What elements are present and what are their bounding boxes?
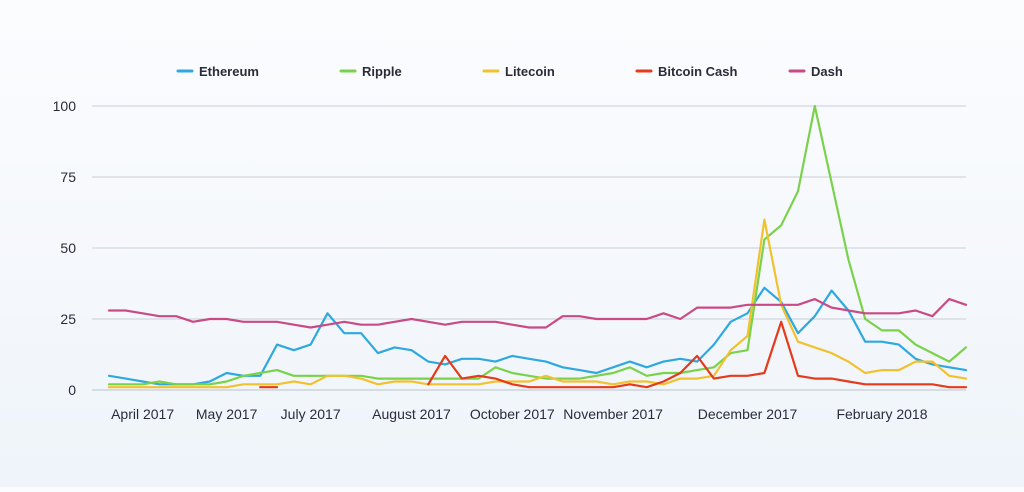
series-line-ripple [107, 104, 968, 386]
legend-label: Ripple [362, 64, 402, 79]
series-line-dash [107, 298, 968, 329]
series-lines [107, 104, 968, 389]
legend: Ethereum Ripple Litecoin Bitcoin Cash Dash [176, 64, 843, 79]
y-tick-label: 0 [68, 382, 76, 398]
y-axis-ticks: 0 25 50 75 100 [53, 98, 77, 398]
legend-label: Ethereum [199, 64, 259, 79]
series-line-bitcoin-cash [259, 320, 968, 389]
y-tick-label: 25 [60, 311, 76, 327]
y-tick-label: 75 [60, 169, 76, 185]
y-tick-label: 100 [53, 98, 77, 114]
x-tick-label: May 2017 [196, 406, 258, 422]
x-tick-label: February 2018 [836, 406, 927, 422]
legend-label: Dash [811, 64, 843, 79]
series-line-ethereum [107, 286, 968, 386]
legend-label: Litecoin [505, 64, 555, 79]
y-tick-label: 50 [60, 240, 76, 256]
gridlines [92, 105, 966, 391]
x-tick-label: October 2017 [470, 406, 555, 422]
series-line-litecoin [107, 218, 968, 389]
x-tick-label: July 2017 [281, 406, 341, 422]
x-tick-label: April 2017 [111, 406, 174, 422]
x-tick-label: November 2017 [563, 406, 663, 422]
x-axis-ticks: April 2017 May 2017 July 2017 August 2017 Oc… [111, 406, 928, 422]
x-tick-label: December 2017 [698, 406, 798, 422]
legend-label: Bitcoin Cash [658, 64, 738, 79]
x-tick-label: August 2017 [372, 406, 451, 422]
